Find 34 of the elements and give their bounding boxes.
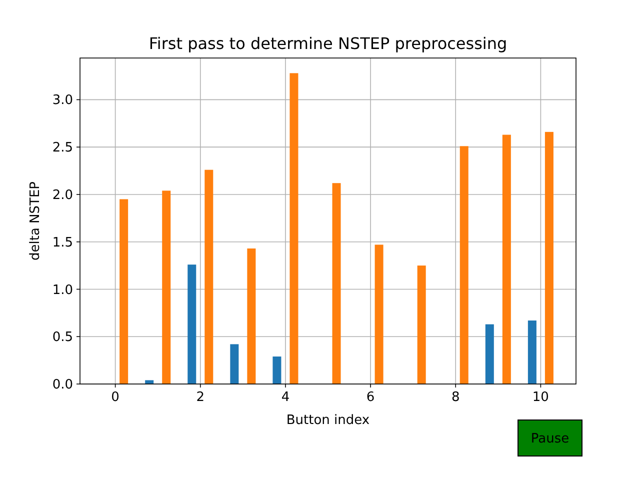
bar: [145, 380, 154, 384]
x-tick-label: 6: [366, 390, 375, 405]
bar: [417, 266, 426, 384]
y-tick-label: 2.5: [52, 140, 73, 156]
bar: [502, 134, 511, 384]
y-tick-label: 0.0: [52, 378, 73, 393]
bar: [332, 183, 341, 384]
x-tick-label: 0: [111, 390, 120, 405]
y-tick-label: 1.0: [52, 282, 73, 298]
y-tick-label: 1.5: [52, 235, 73, 250]
bar: [162, 190, 171, 384]
bar: [290, 73, 298, 384]
bar: [528, 320, 536, 384]
y-tick-label: 3.0: [52, 93, 73, 108]
x-tick-label: 2: [196, 390, 205, 405]
bar: [120, 199, 128, 384]
y-tick-label: 0.5: [52, 330, 73, 346]
bar: [230, 344, 239, 384]
bar: [188, 264, 196, 384]
bar: [544, 132, 554, 384]
y-tick-label: 2.0: [52, 188, 73, 204]
x-tick-label: 10: [532, 390, 549, 405]
x-tick-label: 4: [281, 390, 290, 405]
bar: [374, 244, 384, 384]
x-axis-title: Button index: [286, 413, 370, 428]
x-tick-label: 8: [451, 390, 460, 405]
bar: [272, 356, 282, 384]
bar: [485, 324, 494, 384]
bar: [204, 170, 214, 384]
bar: [247, 248, 256, 384]
y-axis-title: delta NSTEP: [28, 181, 43, 261]
bar: [460, 146, 468, 384]
chart-title: First pass to determine NSTEP preprocessing: [148, 34, 508, 53]
pause-button: Pause: [518, 420, 582, 456]
